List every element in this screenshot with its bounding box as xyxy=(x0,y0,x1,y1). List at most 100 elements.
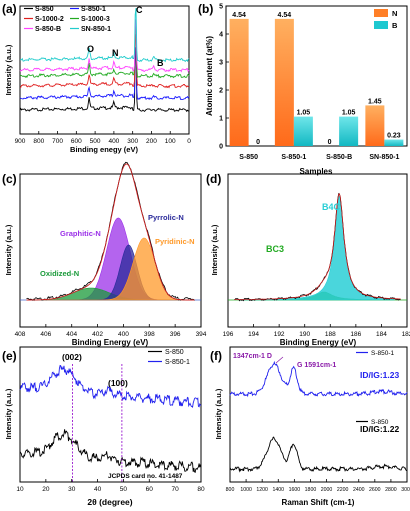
panel-f-letter: (f) xyxy=(210,349,222,363)
panel-e-ylabel: Intensity (a.u.) xyxy=(4,388,13,439)
panel-c-ylabel: Intensity (a.u.) xyxy=(4,224,13,275)
panel-f-xlabel: Raman Shift (cm-1) xyxy=(282,498,355,507)
panel-f-x-tick-label: 3000 xyxy=(401,487,410,493)
category-label: S-850 xyxy=(239,154,258,161)
panel-b-y-tick-label: 0 xyxy=(219,144,223,151)
legend-label: S-850-1 xyxy=(81,6,106,13)
panel-e-patterns xyxy=(19,364,202,482)
panel-a-x-tick-label: 800 xyxy=(33,138,44,145)
panel-f-x-tick-label: 2000 xyxy=(321,487,333,493)
legend-swatch-n xyxy=(374,9,388,17)
panel-f-spectra xyxy=(229,356,408,473)
d-band-arrow xyxy=(275,356,284,364)
panel-d-frame xyxy=(227,173,408,328)
panel-c-x-tick-label: 404 xyxy=(66,331,77,338)
panel-c-x-tick-label: 400 xyxy=(118,331,129,338)
panel-a-ylabel: Intensity (a.u.) xyxy=(4,44,13,95)
panel-a-x-tick-label: 100 xyxy=(165,138,176,145)
fit-envelope xyxy=(26,163,195,301)
panel-f-x-tick-label: 1800 xyxy=(305,487,317,493)
panel-e-x-tick-label: 60 xyxy=(146,486,154,493)
panel-c: (c) Graphitic-N Pyrrolic-N Pyridinic-N O… xyxy=(2,161,207,347)
panel-f-x-tick-label: 1400 xyxy=(272,487,284,493)
label-bc3: BC3 xyxy=(266,244,284,254)
panel-c-x-ticks: 408 406 404 402 400 398 396 394 xyxy=(15,324,207,338)
legend-label: S-850 xyxy=(371,419,389,426)
raw-spectrum xyxy=(234,192,401,302)
panel-e-frame xyxy=(19,346,202,483)
panel-f-x-tick-label: 1600 xyxy=(289,487,301,493)
panel-a-legend: S-850 S-850-1 S-1000-2 S-1000-3 S-850-B SN-85… xyxy=(24,6,111,33)
panel-b-y-ticks: 0 1 2 3 4 5 xyxy=(219,4,229,151)
panel-a-x-tick-label: 200 xyxy=(146,138,157,145)
xps-line-s-1000-2 xyxy=(19,34,190,89)
panel-d-x-tick-label: 188 xyxy=(325,331,336,338)
panel-f-x-tick-label: 2200 xyxy=(337,487,349,493)
panel-a-x-tick-label: 500 xyxy=(90,138,101,145)
bar-value-label: 4.54 xyxy=(278,12,292,19)
panel-d: (d) B4C BC3 196 194 192 190 188 186 184 182 Bin… xyxy=(206,172,410,347)
bar-b-s-850-b xyxy=(339,116,359,146)
legend-label: S-850-B xyxy=(35,26,61,33)
panel-e-legend: S-850 S-850-1 xyxy=(148,349,190,366)
bar-b-sn-850-1 xyxy=(384,139,404,146)
panel-d-x-tick-label: 182 xyxy=(402,331,410,338)
panel-b-xlabel: Samples xyxy=(300,167,333,176)
panel-f: (f) S-850-1 S-850 1347cm-1 D G 1591cm-1 I… xyxy=(210,346,410,507)
panel-f-x-tick-label: 2600 xyxy=(369,487,381,493)
panel-e-x-tick-label: 80 xyxy=(197,486,205,493)
panel-c-frame xyxy=(19,173,202,328)
panel-f-x-tick-label: 2800 xyxy=(385,487,397,493)
panel-f-x-tick-label: 1000 xyxy=(240,487,252,493)
panel-d-x-tick-label: 192 xyxy=(274,331,285,338)
legend-label: B xyxy=(392,21,398,30)
panel-c-x-tick-label: 394 xyxy=(196,331,207,338)
bar-n-sn-850-1 xyxy=(365,105,385,146)
label-oxidized-n: Oxidized-N xyxy=(40,269,79,278)
panel-b-legend: NB xyxy=(374,9,398,30)
panel-e-xlabel: 2θ (degree) xyxy=(87,497,132,507)
panel-b-y-tick-label: 2 xyxy=(219,88,223,95)
category-label: S-850-B xyxy=(326,154,352,161)
panel-d-x-tick-label: 186 xyxy=(350,331,361,338)
panel-a: (a) S-850 S-850-1S-1000-2 S-1000-3S-850-B S… xyxy=(2,2,191,154)
legend-label: S-850 xyxy=(35,6,54,13)
panel-d-x-ticks: 196 194 192 190 188 186 184 182 xyxy=(223,324,410,338)
xps-line-s-850-b xyxy=(19,19,190,73)
label-g-band: G 1591cm-1 xyxy=(297,362,336,369)
category-label: SN-850-1 xyxy=(369,154,399,161)
xps-line-s-850 xyxy=(19,48,190,113)
bar-value-label: 1.05 xyxy=(342,110,356,117)
bar-value-label: 0.23 xyxy=(387,133,401,140)
legend-label: N xyxy=(392,9,397,18)
legend-label: S-1000-2 xyxy=(35,16,64,23)
panel-c-x-tick-label: 408 xyxy=(15,331,26,338)
xps-line-s-1000-3 xyxy=(19,25,190,79)
panel-c-xlabel: Binding Energy (eV) xyxy=(72,338,149,347)
panel-b-y-tick-label: 3 xyxy=(219,60,223,67)
panel-d-x-tick-label: 194 xyxy=(248,331,259,338)
panel-b-x-ticks: S-850 S-850-1 S-850-B SN-850-1 xyxy=(239,154,399,161)
legend-label: SN-850-1 xyxy=(81,26,111,33)
label-b4c: B4C xyxy=(322,202,341,212)
panel-e-x-tick-label: 30 xyxy=(68,486,76,493)
panel-a-x-tick-label: 900 xyxy=(15,138,26,145)
bar-value-label: 1.45 xyxy=(368,98,382,105)
panel-b-y-tick-label: 4 xyxy=(219,32,223,39)
ratio-label-s850-1: ID/IG:1.23 xyxy=(360,370,399,380)
legend-label: S-850-1 xyxy=(165,359,190,366)
panel-c-fit xyxy=(20,161,201,302)
legend-swatch-b xyxy=(374,21,388,29)
panel-b-letter: (b) xyxy=(198,2,213,16)
panel-c-x-tick-label: 406 xyxy=(40,331,51,338)
panel-a-x-tick-label: 600 xyxy=(71,138,82,145)
panel-d-x-tick-label: 196 xyxy=(223,331,234,338)
bar-value-label: 1.05 xyxy=(297,110,311,117)
panel-d-xlabel: Binding Energy (eV) xyxy=(280,338,357,347)
panel-e-x-tick-label: 40 xyxy=(94,486,102,493)
panel-f-x-ticks: 800 1000 1200 1400 1600 1800 2000 2200 2400 2600 2… xyxy=(226,479,410,493)
bar-value-label: 0 xyxy=(328,139,332,146)
xps-line-s-850-1 xyxy=(19,47,190,101)
peak-label-n: N xyxy=(112,48,119,58)
panel-b-y-tick-label: 1 xyxy=(219,116,223,123)
